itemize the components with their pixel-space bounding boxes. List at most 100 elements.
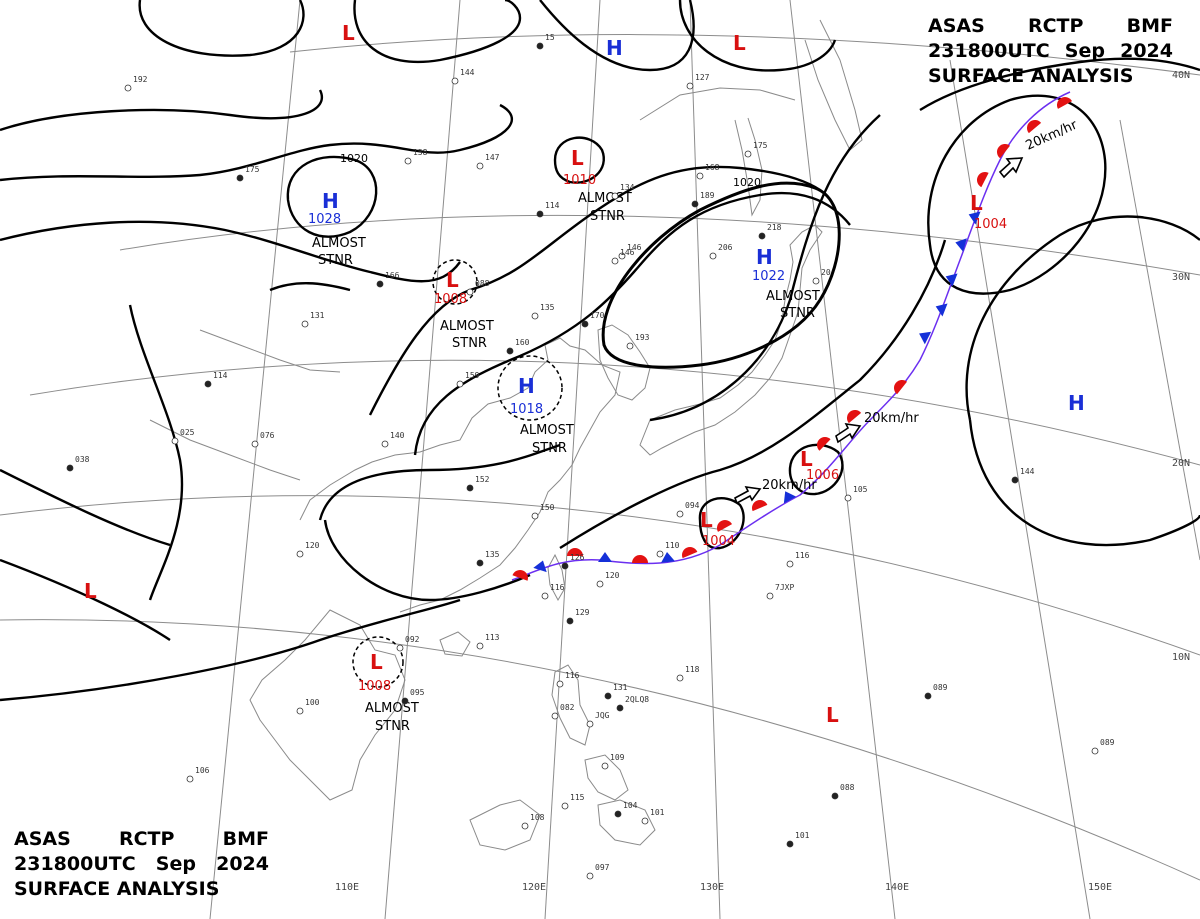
coastline-taiwan bbox=[547, 553, 566, 602]
coastline-visayas bbox=[584, 754, 629, 801]
front-symbol-icon bbox=[894, 380, 907, 395]
front-symbol-icon bbox=[847, 410, 862, 424]
station-pressure-value: 101 bbox=[650, 808, 665, 817]
isobar bbox=[553, 136, 605, 184]
station-pressure-value: 109 bbox=[610, 753, 625, 762]
station-pressure-value: 089 bbox=[933, 683, 948, 692]
high-symbol: H bbox=[606, 36, 623, 60]
station-circle-icon bbox=[531, 512, 539, 520]
front-symbol-icon bbox=[1027, 120, 1042, 134]
stnr-label: STNR bbox=[318, 253, 353, 268]
station-circle-icon bbox=[611, 257, 619, 265]
isobars bbox=[0, 0, 1200, 702]
header-code: BMF bbox=[1126, 15, 1173, 37]
station-pressure-value: 166 bbox=[385, 271, 400, 280]
lon-label: 150E bbox=[1088, 882, 1112, 893]
motion-arrow-icon bbox=[835, 422, 862, 444]
station-pressure-value: 101 bbox=[795, 831, 810, 840]
station-circle-icon bbox=[844, 494, 852, 502]
isobar bbox=[286, 155, 378, 238]
station-pressure-value: 160 bbox=[515, 338, 530, 347]
low-pressure-value: 1010 bbox=[563, 173, 596, 188]
latitude-line-20n bbox=[29, 359, 1200, 466]
front-symbol-icon bbox=[817, 437, 831, 451]
station-pressure-value: 168 bbox=[705, 163, 720, 172]
high-pressure-value: 1028 bbox=[308, 212, 341, 227]
lat-label: 30N bbox=[1172, 272, 1190, 283]
lat-label: 10N bbox=[1172, 652, 1190, 663]
station-plots: 15 144 192 175 158 147 114 134 168 189 127 175 166 08… bbox=[66, 33, 1115, 880]
latitude-line-40n bbox=[289, 34, 1200, 76]
station-pressure-value: 097 bbox=[595, 863, 610, 872]
isobar bbox=[323, 519, 531, 602]
station-pressure-value: 106 bbox=[195, 766, 210, 775]
station-circle-icon bbox=[66, 464, 74, 472]
coastline-kamchatka bbox=[804, 19, 863, 151]
isobar bbox=[128, 304, 184, 601]
isobar bbox=[0, 558, 171, 641]
station-pressure-value: 129 bbox=[575, 608, 590, 617]
isobar bbox=[138, 0, 305, 57]
longitude-line-100e bbox=[209, 0, 301, 919]
station-pressure-value: JQG bbox=[595, 711, 610, 720]
station-pressure-value: 120 bbox=[305, 541, 320, 550]
low-symbol: L bbox=[800, 447, 813, 471]
isobar bbox=[927, 94, 1107, 295]
almost-label: ALMOST bbox=[520, 423, 574, 438]
high-symbol: H bbox=[1068, 391, 1085, 415]
station-circle-icon bbox=[536, 42, 544, 50]
front-symbol-icon bbox=[512, 570, 528, 581]
station-pressure-value: 127 bbox=[695, 73, 710, 82]
front-line bbox=[511, 91, 1071, 581]
station-pressure-value: 088 bbox=[840, 783, 855, 792]
station-pressure-value: 206 bbox=[718, 243, 733, 252]
latitude-line-0 bbox=[0, 619, 1200, 881]
header-title: SURFACE ANALYSIS bbox=[14, 878, 220, 900]
station-pressure-value: 175 bbox=[245, 165, 260, 174]
station-pressure-value: 147 bbox=[485, 153, 500, 162]
station-pressure-value: 108 bbox=[530, 813, 545, 822]
high-symbol: H bbox=[518, 374, 535, 398]
isobar bbox=[649, 114, 881, 422]
station-circle-icon bbox=[1091, 747, 1099, 755]
almost-label: ALMOST bbox=[440, 319, 494, 334]
coastline-borneo bbox=[469, 799, 541, 851]
station-circle-icon bbox=[686, 82, 694, 90]
station-pressure-value: 170 bbox=[590, 311, 605, 320]
station-circle-icon bbox=[831, 792, 839, 800]
stnr-label: STNR bbox=[375, 719, 410, 734]
header-code: BMF bbox=[222, 828, 269, 850]
lat-label: 20N bbox=[1172, 458, 1190, 469]
almost-label: ALMOST bbox=[578, 191, 632, 206]
station-circle-icon bbox=[676, 674, 684, 682]
station-pressure-value: 025 bbox=[180, 428, 195, 437]
station-circle-icon bbox=[758, 232, 766, 240]
low-symbol: L bbox=[342, 21, 355, 45]
station-circle-icon bbox=[466, 484, 474, 492]
station-pressure-value: 105 bbox=[853, 485, 868, 494]
station-circle-icon bbox=[251, 440, 259, 448]
coastline-okhotsk bbox=[639, 87, 796, 121]
station-pressure-value: 150 bbox=[540, 503, 555, 512]
station-circle-icon bbox=[556, 680, 564, 688]
station-circle-icon bbox=[561, 562, 569, 570]
stnr-label: STNR bbox=[452, 336, 487, 351]
front-symbols bbox=[512, 97, 1073, 581]
front-symbol-icon bbox=[977, 172, 989, 188]
station-pressure-value: 110 bbox=[665, 541, 680, 550]
coastline-luzon bbox=[551, 664, 591, 746]
station-circle-icon bbox=[506, 347, 514, 355]
header-line: ASAS RCTP BMF bbox=[14, 827, 269, 852]
station-pressure-value: 159 bbox=[465, 371, 480, 380]
station-pressure-value: 095 bbox=[410, 688, 425, 697]
front-symbol-icon bbox=[919, 331, 932, 345]
isobar bbox=[965, 215, 1200, 421]
station-circle-icon bbox=[561, 802, 569, 810]
isobar bbox=[678, 0, 837, 72]
low-pressure-value: 1008 bbox=[434, 292, 467, 307]
dashed-isobars bbox=[352, 259, 563, 688]
motion-arrows bbox=[733, 157, 1024, 505]
station-pressure-value: 144 bbox=[1020, 467, 1035, 476]
coastline-mindanao bbox=[597, 799, 656, 846]
